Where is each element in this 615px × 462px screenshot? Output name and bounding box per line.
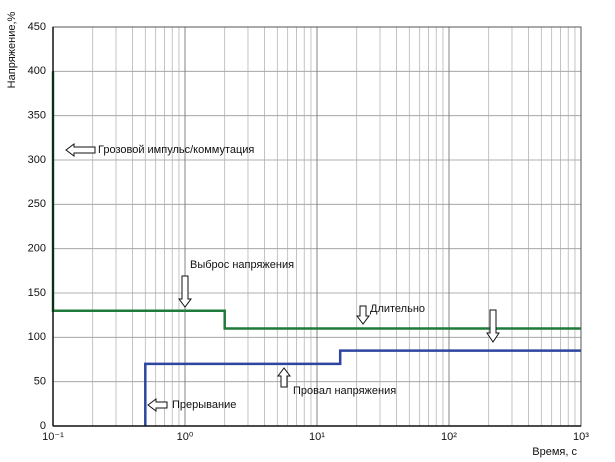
annotation: Провал напряжения (293, 385, 396, 397)
y-tick-label: 350 (28, 110, 46, 122)
grid (52, 26, 582, 427)
x-tick-label: 10⁻¹ (42, 431, 64, 443)
y-tick-label: 250 (28, 198, 46, 210)
y-tick-label: 100 (28, 331, 46, 343)
arrow (65, 143, 96, 157)
y-tick-label: 450 (28, 21, 46, 33)
arrow (147, 398, 168, 412)
y-tick-label: 0 (40, 420, 46, 432)
y-tick-label: 300 (28, 154, 46, 166)
annotation: Прерывание (172, 399, 236, 411)
arrow (356, 305, 370, 325)
series-line (144, 349, 581, 426)
annotation: Длительно (370, 303, 425, 315)
arrow (277, 367, 291, 388)
x-tick-label: 10² (441, 431, 457, 443)
y-tick-label: 50 (34, 376, 46, 388)
x-tick-label: 10¹ (309, 431, 325, 443)
arrow (178, 275, 192, 308)
arrow (486, 309, 500, 343)
x-tick-label: 10⁰ (177, 431, 194, 443)
y-tick-label: 150 (28, 287, 46, 299)
y-tick-label: 400 (28, 65, 46, 77)
annotation: Грозовой импульс/коммутация (98, 144, 254, 156)
x-axis-label: Время, с (532, 446, 577, 458)
y-axis-label: Напряжение,% (6, 11, 18, 88)
y-tick-label: 200 (28, 243, 46, 255)
annotation: Выброс напряжения (190, 259, 294, 271)
x-tick-label: 10³ (573, 431, 589, 443)
